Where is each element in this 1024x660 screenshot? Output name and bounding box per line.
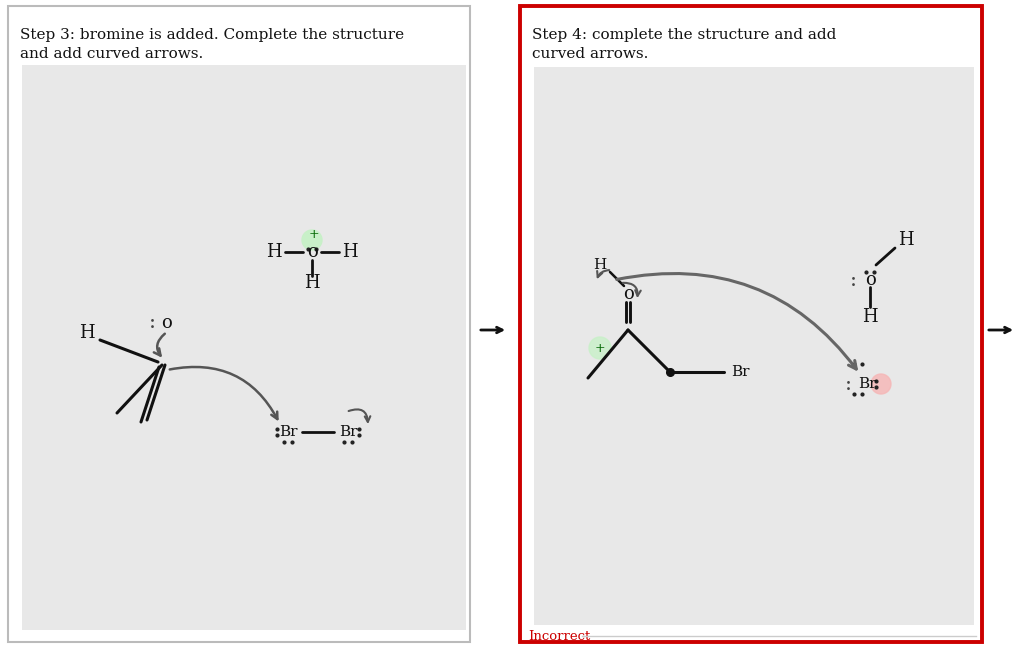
Text: +: + — [595, 341, 605, 354]
Circle shape — [589, 337, 611, 359]
Text: curved arrows.: curved arrows. — [532, 47, 648, 61]
Text: Step 3: bromine is added. Complete the structure: Step 3: bromine is added. Complete the s… — [20, 28, 404, 42]
Text: :: : — [148, 314, 156, 333]
FancyArrowPatch shape — [597, 270, 609, 277]
Text: Br: Br — [339, 425, 357, 439]
FancyArrowPatch shape — [170, 367, 278, 419]
Text: Br: Br — [279, 425, 297, 439]
Text: H: H — [304, 274, 319, 292]
FancyArrowPatch shape — [154, 334, 165, 356]
FancyBboxPatch shape — [22, 65, 466, 630]
FancyArrowPatch shape — [616, 273, 856, 369]
Text: +: + — [308, 228, 319, 242]
FancyBboxPatch shape — [8, 6, 470, 642]
Text: H: H — [862, 308, 878, 326]
Text: o: o — [864, 271, 876, 289]
FancyArrowPatch shape — [623, 282, 641, 296]
Text: H: H — [342, 243, 357, 261]
FancyBboxPatch shape — [520, 6, 982, 642]
Text: o: o — [623, 285, 634, 303]
FancyArrowPatch shape — [348, 409, 371, 422]
Text: o: o — [162, 314, 172, 332]
Text: Br: Br — [858, 377, 877, 391]
Text: and add curved arrows.: and add curved arrows. — [20, 47, 203, 61]
Text: H: H — [266, 243, 282, 261]
Text: Br: Br — [731, 365, 750, 379]
Text: :: : — [850, 271, 856, 290]
Text: H: H — [79, 324, 95, 342]
FancyBboxPatch shape — [534, 67, 974, 625]
Circle shape — [871, 374, 891, 394]
Text: o: o — [306, 243, 317, 261]
Text: Step 4: complete the structure and add: Step 4: complete the structure and add — [532, 28, 837, 42]
Text: Incorrect: Incorrect — [528, 630, 590, 642]
Circle shape — [302, 230, 322, 250]
Text: :: : — [845, 374, 852, 393]
Text: H: H — [898, 231, 913, 249]
Text: H: H — [593, 258, 606, 272]
